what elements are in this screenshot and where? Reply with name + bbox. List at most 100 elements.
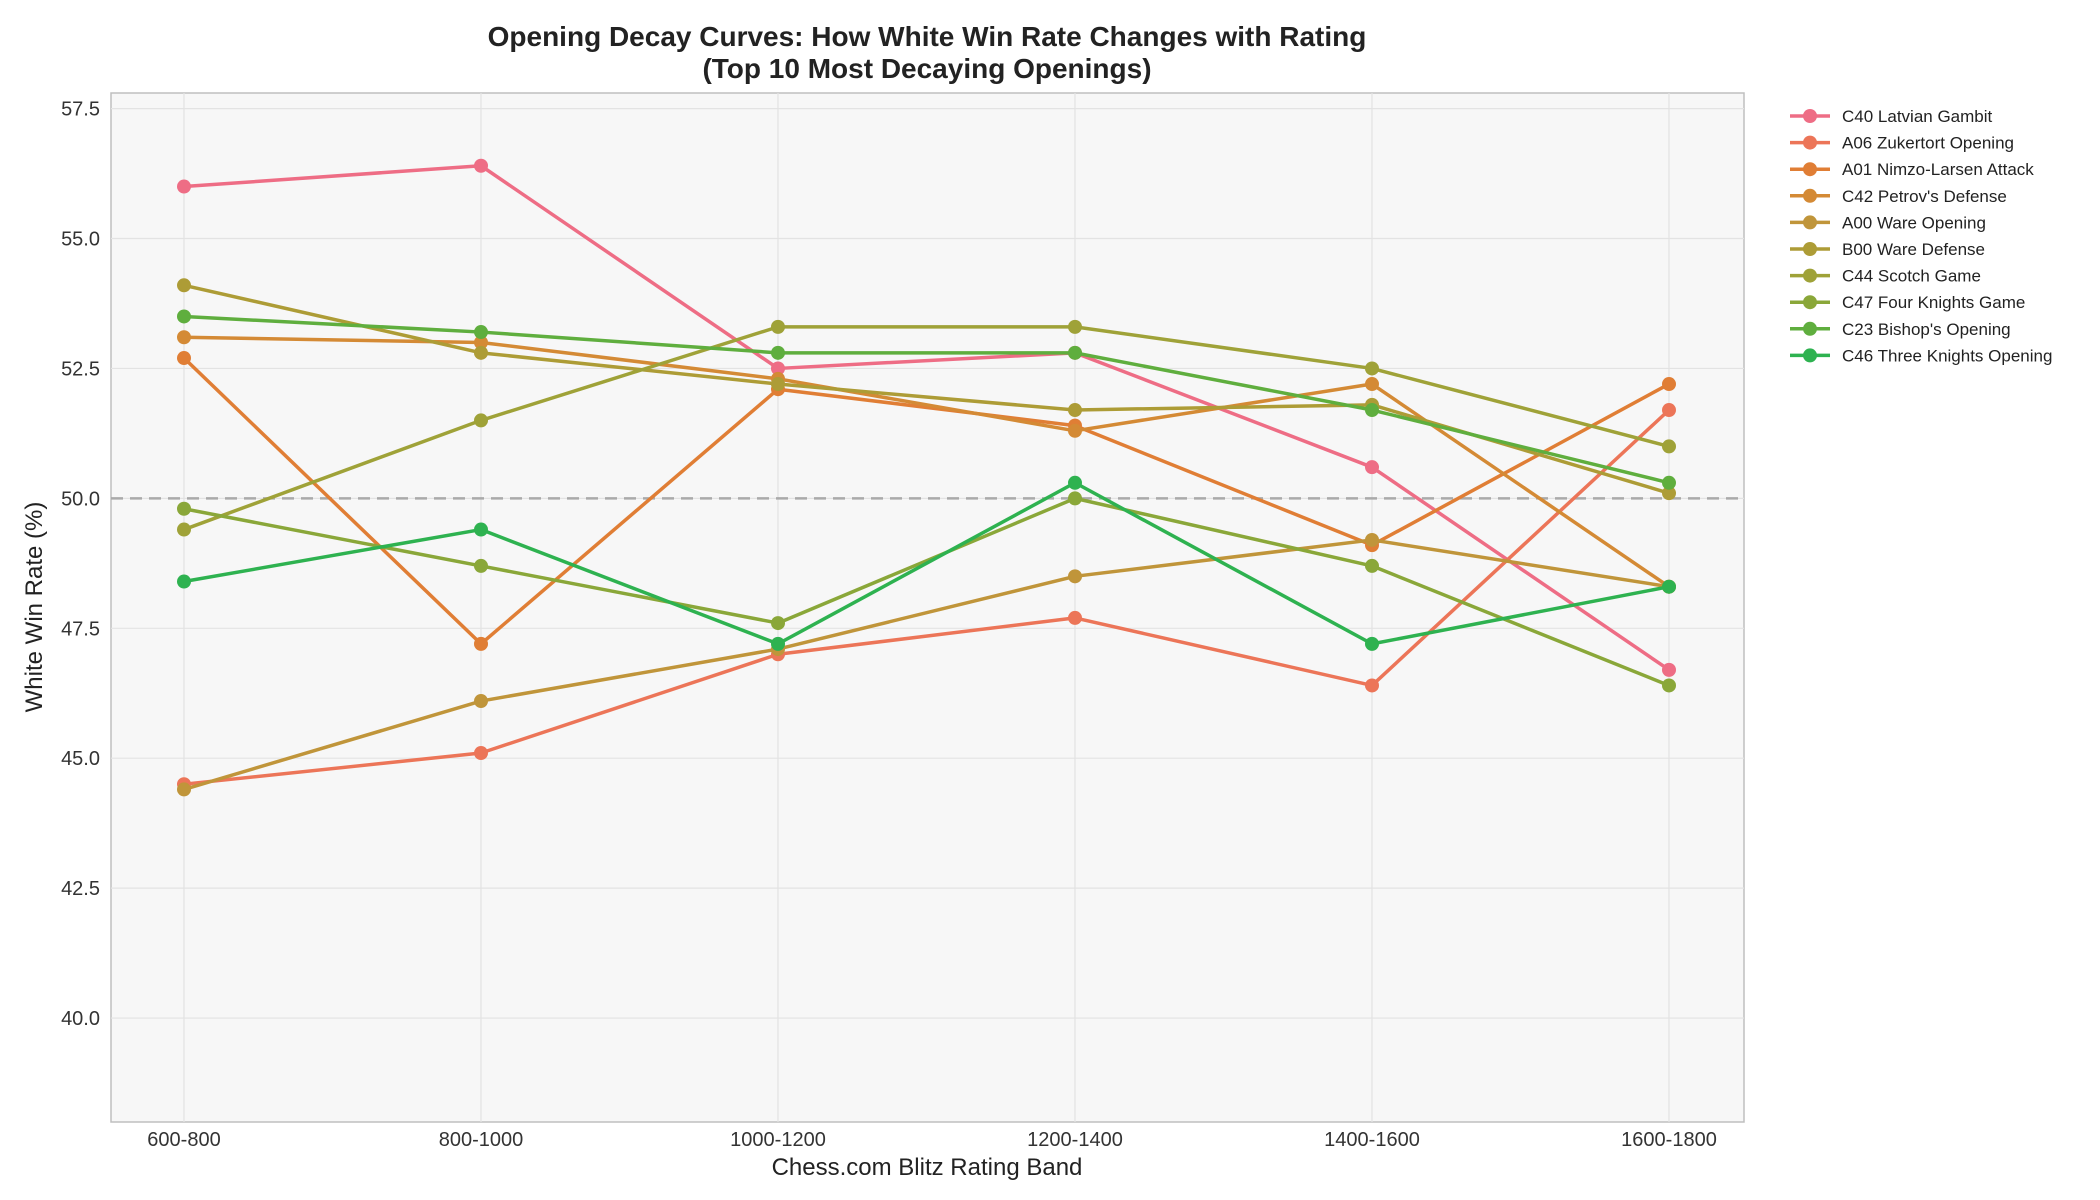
series-line [183, 164, 1670, 672]
data-point [474, 746, 488, 761]
legend-swatch-marker [1803, 295, 1817, 310]
legend-swatch-marker [1803, 109, 1817, 123]
x-tick-label: 1200-1400 [1027, 1129, 1123, 1151]
legend-label: B00 Ware Defense [1842, 240, 1985, 259]
legend-swatch-marker [1803, 268, 1817, 283]
x-tick-label: 1400-1600 [1324, 1129, 1420, 1151]
y-tick-label: 55.0 [61, 229, 100, 251]
chart-title: Opening Decay Curves: How White Win Rate… [488, 21, 1367, 52]
x-tick-label: 1600-1800 [1621, 1129, 1717, 1151]
data-point [474, 413, 488, 428]
x-tick-label: 800-1000 [439, 1129, 524, 1151]
data-point [474, 345, 488, 360]
series-line [183, 314, 1670, 485]
series [177, 278, 1676, 501]
legend-item: C46 Three Knights Opening [1790, 346, 2052, 365]
series-line [182, 356, 1670, 646]
series [177, 309, 1676, 490]
series [177, 319, 1676, 537]
data-point [1662, 678, 1676, 693]
data-point [1365, 558, 1379, 573]
data-point [474, 158, 488, 173]
legend-swatch-marker [1803, 348, 1817, 363]
data-point [474, 325, 488, 340]
data-point [1068, 403, 1082, 418]
data-point [1662, 579, 1676, 594]
data-point [1068, 475, 1082, 490]
legend-item: A06 Zukertort Opening [1790, 134, 2014, 153]
data-point [177, 782, 191, 797]
legend-swatch-marker [1803, 188, 1817, 203]
legend-item: C47 Four Knights Game [1790, 293, 2025, 312]
data-point [1068, 491, 1082, 506]
grid [111, 93, 1744, 1122]
legend-label: A00 Ware Opening [1842, 213, 1986, 232]
legend-swatch-marker [1803, 135, 1817, 150]
series-line [183, 283, 1670, 495]
data-point [1662, 377, 1676, 392]
data-point [771, 636, 785, 651]
data-point [1365, 460, 1379, 475]
x-tick-label: 1000-1200 [730, 1129, 826, 1151]
legend-swatch-marker [1803, 242, 1817, 256]
y-axis-label: White Win Rate (%) [21, 502, 48, 713]
x-axis-label: Chess.com Blitz Rating Band [772, 1154, 1083, 1181]
data-point [771, 377, 785, 392]
legend-item: C23 Bishop's Opening [1790, 320, 2011, 339]
data-point [1365, 377, 1379, 392]
data-point [1662, 403, 1676, 418]
data-point [1365, 532, 1379, 547]
legend-item: A00 Ware Opening [1790, 213, 1986, 232]
y-tick-label: 45.0 [61, 748, 100, 770]
data-point [771, 319, 785, 334]
data-point [1662, 486, 1676, 501]
data-point [1365, 403, 1379, 418]
x-tick-label: 600-800 [147, 1129, 220, 1151]
data-point [771, 616, 785, 631]
data-point [177, 522, 191, 537]
y-tick-label: 42.5 [61, 878, 100, 900]
legend-label: C47 Four Knights Game [1842, 293, 2025, 312]
legend-item: C42 Petrov's Defense [1790, 187, 2007, 206]
legend-item: C44 Scotch Game [1790, 267, 1981, 286]
data-point [177, 309, 191, 324]
legend-label: A06 Zukertort Opening [1842, 134, 2014, 153]
chart-subtitle: (Top 10 Most Decaying Openings) [702, 53, 1151, 84]
series-line [183, 538, 1670, 792]
legend-swatch-marker [1803, 162, 1817, 177]
data-point [1662, 439, 1676, 454]
y-tick-label: 47.5 [61, 618, 100, 640]
legend-item: A01 Nimzo-Larsen Attack [1790, 160, 2034, 179]
legend-label: C23 Bishop's Opening [1842, 320, 2011, 339]
series-line [183, 481, 1670, 646]
data-point [177, 501, 191, 516]
data-point [1068, 423, 1082, 438]
legend-label: A01 Nimzo-Larsen Attack [1842, 160, 2034, 179]
data-point [1068, 569, 1082, 584]
data-point [1365, 678, 1379, 693]
plot-area [110, 92, 1745, 1123]
y-tick-label: 50.0 [61, 488, 100, 510]
data-point [1365, 636, 1379, 651]
data-point [474, 558, 488, 573]
data-point [1662, 475, 1676, 490]
legend-label: C46 Three Knights Opening [1842, 346, 2052, 365]
series-group [177, 158, 1676, 797]
legend-swatch-marker [1803, 215, 1817, 230]
data-point [177, 179, 191, 194]
data-point [1068, 319, 1082, 334]
axis-ticks: 40.0 42.5 45.0 47.5 50.0 52.5 55.0 57.5 600-800 8… [61, 99, 1717, 1151]
data-point [474, 694, 488, 709]
data-point [177, 278, 191, 293]
data-point [1068, 345, 1082, 360]
series-line [183, 496, 1670, 688]
y-tick-label: 57.5 [61, 99, 100, 121]
data-point [1365, 361, 1379, 376]
data-point [1068, 610, 1082, 625]
data-point [771, 361, 785, 376]
series [177, 475, 1676, 651]
series-line [183, 325, 1670, 532]
y-tick-label: 40.0 [61, 1008, 100, 1030]
legend-item: B00 Ware Defense [1790, 240, 1985, 259]
